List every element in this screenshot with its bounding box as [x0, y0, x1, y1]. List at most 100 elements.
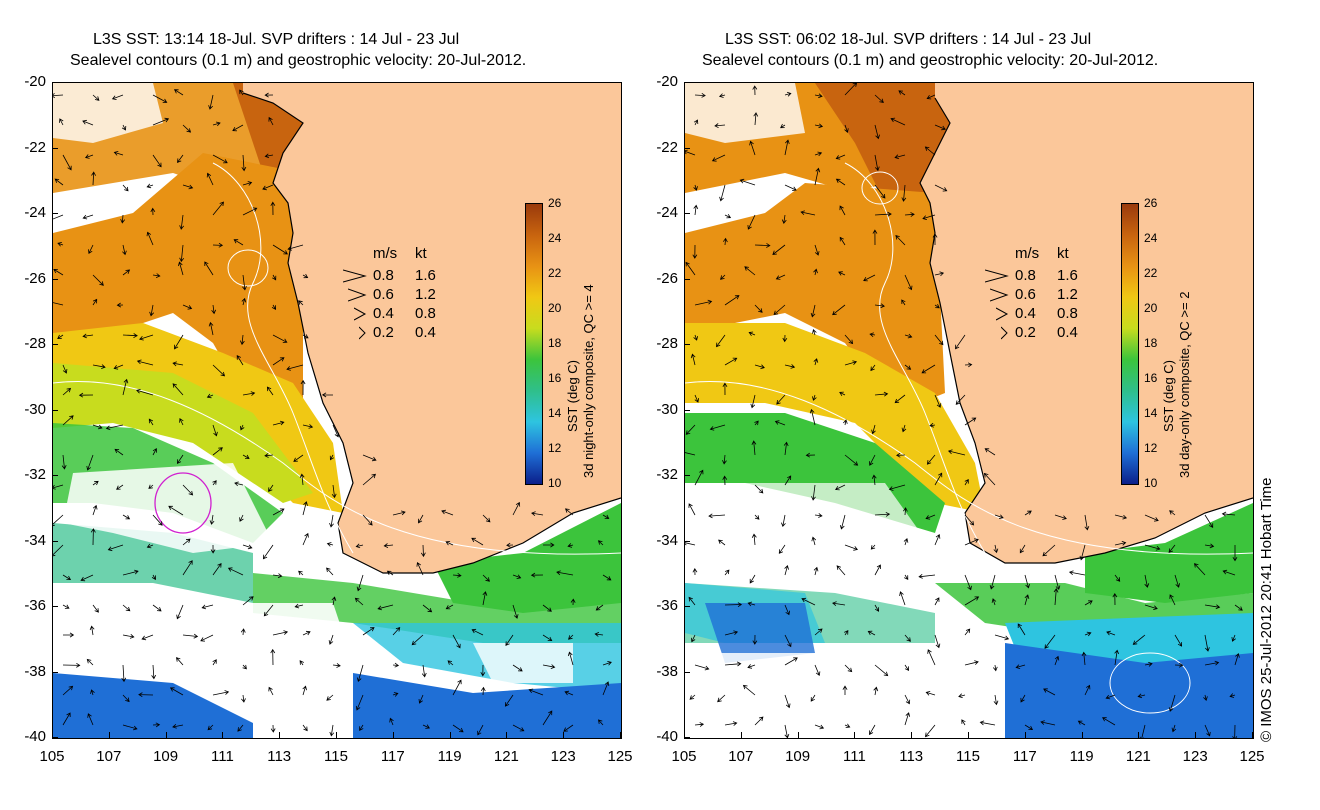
x-tick-mark	[563, 732, 565, 738]
velocity-arrow	[87, 713, 94, 726]
velocity-arrow	[685, 261, 696, 276]
velocity-arrow	[242, 596, 254, 606]
velocity-arrow	[784, 184, 797, 191]
velocity-arrow	[780, 123, 786, 129]
velocity-arrow	[512, 574, 522, 579]
velocity-arrow	[685, 540, 696, 546]
velocity-arrow	[903, 538, 909, 546]
velocity-arrow	[62, 387, 72, 396]
x-tick-label: 111	[842, 748, 866, 765]
y-tick-mark	[684, 278, 690, 280]
velocity-arrow	[934, 634, 941, 649]
velocity-arrow	[925, 514, 936, 520]
velocity-arrow	[176, 454, 184, 464]
velocity-arrow	[1102, 717, 1116, 726]
sst-blue-southwest	[53, 673, 253, 738]
velocity-arrow	[302, 273, 309, 279]
velocity-arrow	[724, 357, 738, 366]
velocity-arrow	[1114, 514, 1128, 520]
velocity-arrow	[329, 454, 335, 461]
right-map-panel: L3S SST: 06:02 18-Jul. SVP drifters : 14…	[632, 0, 1292, 810]
velocity-arrow	[480, 686, 486, 696]
velocity-arrow	[901, 299, 906, 306]
velocity-arrow	[268, 686, 274, 696]
velocity-arrow	[692, 244, 698, 259]
cloud-gap	[113, 603, 353, 673]
velocity-arrow	[751, 440, 757, 456]
velocity-arrow	[811, 484, 816, 501]
colorbar-tick-label: 24	[548, 231, 562, 245]
x-tick-mark	[1081, 732, 1083, 738]
velocity-arrow	[326, 694, 334, 701]
legend-value-ms: 0.6	[373, 286, 394, 303]
velocity-arrow	[984, 448, 996, 456]
velocity-arrow	[53, 302, 64, 306]
velocity-arrow	[62, 604, 70, 609]
x-tick-mark	[165, 732, 167, 738]
velocity-arrow	[262, 544, 274, 560]
velocity-arrow	[685, 452, 696, 456]
velocity-arrow	[690, 353, 696, 366]
y-tick-mark	[52, 344, 58, 345]
velocity-arrow	[1084, 631, 1092, 637]
velocity-arrow	[1221, 511, 1236, 517]
velocity-arrow	[392, 662, 400, 668]
velocity-arrow	[122, 514, 131, 520]
velocity-arrow	[925, 691, 936, 696]
left-colorbar	[525, 203, 543, 485]
velocity-arrow	[182, 484, 194, 496]
velocity-arrow	[62, 364, 68, 374]
colorbar-tick-label: 12	[548, 441, 562, 455]
legend-value-ms: 0.4	[373, 305, 394, 322]
velocity-arrow	[300, 379, 306, 396]
velocity-arrow	[810, 304, 816, 318]
velocity-arrow	[814, 628, 823, 636]
velocity-arrow	[724, 295, 740, 306]
velocity-arrow	[844, 544, 859, 551]
velocity-arrow	[150, 207, 156, 216]
velocity-arrow	[869, 724, 876, 736]
y-tick-mark	[52, 147, 58, 149]
velocity-arrow	[392, 510, 406, 516]
velocity-arrow	[1105, 694, 1116, 700]
sst-orange-band	[685, 183, 945, 413]
velocity-arrow	[482, 591, 488, 606]
velocity-arrow	[1232, 545, 1238, 562]
velocity-arrow	[182, 124, 192, 133]
colorbar-tick-label: 20	[1144, 301, 1158, 315]
velocity-arrow	[691, 634, 696, 643]
velocity-arrow	[53, 268, 64, 276]
velocity-arrow	[146, 183, 154, 189]
velocity-arrow	[918, 573, 936, 579]
velocity-arrow	[152, 117, 170, 126]
colorbar-tick-label: 24	[1144, 231, 1158, 245]
velocity-arrow	[1068, 570, 1086, 576]
velocity-arrow	[237, 724, 244, 732]
velocity-arrow	[1019, 544, 1026, 554]
legend-arrow-icon	[985, 269, 1009, 283]
velocity-arrow	[784, 364, 796, 369]
velocity-arrow	[904, 364, 912, 370]
velocity-arrow	[782, 334, 788, 343]
velocity-arrow	[934, 271, 945, 277]
velocity-arrow	[894, 394, 906, 404]
velocity-arrow	[896, 452, 906, 458]
velocity-arrow	[1234, 604, 1243, 611]
x-tick-mark	[52, 732, 53, 738]
velocity-arrow	[506, 542, 514, 548]
velocity-arrow	[332, 424, 340, 438]
colorbar-label-method: 3d day-only composite, QC >= 2	[1177, 291, 1192, 478]
velocity-arrow	[168, 505, 184, 516]
y-tick-label: -38	[24, 662, 46, 680]
eddy-contour	[1109, 652, 1191, 714]
velocity-arrow	[169, 687, 184, 696]
velocity-arrow	[563, 724, 574, 732]
x-tick-label: 115	[324, 748, 348, 765]
velocity-arrow	[874, 211, 892, 217]
velocity-arrow	[870, 544, 876, 550]
velocity-arrow	[934, 124, 946, 131]
velocity-arrow	[597, 540, 604, 546]
velocity-arrow	[602, 574, 612, 581]
velocity-arrow	[1169, 594, 1176, 606]
x-tick-mark	[336, 732, 337, 738]
